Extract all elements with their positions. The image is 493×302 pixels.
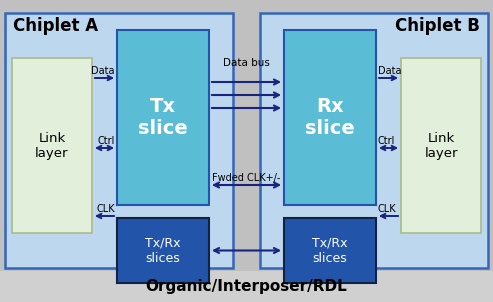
Text: Tx
slice: Tx slice: [138, 97, 188, 138]
Text: Ctrl: Ctrl: [98, 136, 115, 146]
Text: CLK: CLK: [378, 204, 397, 214]
Bar: [0, 271, 493, 302]
Bar: [284, 218, 376, 283]
Text: Link
layer: Link layer: [35, 131, 69, 159]
Text: Link
layer: Link layer: [424, 131, 458, 159]
Bar: [5, 13, 233, 268]
Text: Chiplet A: Chiplet A: [13, 17, 98, 35]
Bar: [260, 13, 488, 268]
Text: Fwded CLK+/-: Fwded CLK+/-: [212, 173, 281, 183]
Text: Data: Data: [378, 66, 401, 76]
Text: Tx/Rx
slices: Tx/Rx slices: [145, 236, 181, 265]
Text: Rx
slice: Rx slice: [305, 97, 355, 138]
Text: Organic/Interposer/RDL: Organic/Interposer/RDL: [145, 279, 347, 294]
Text: Data bus: Data bus: [223, 58, 270, 68]
Text: Data: Data: [92, 66, 115, 76]
Bar: [117, 218, 209, 283]
Text: CLK: CLK: [96, 204, 115, 214]
Text: Ctrl: Ctrl: [378, 136, 395, 146]
Bar: [284, 30, 376, 205]
Bar: [401, 58, 481, 233]
Text: Chiplet B: Chiplet B: [395, 17, 480, 35]
Bar: [117, 30, 209, 205]
Text: Tx/Rx
slices: Tx/Rx slices: [312, 236, 348, 265]
Bar: [12, 58, 92, 233]
